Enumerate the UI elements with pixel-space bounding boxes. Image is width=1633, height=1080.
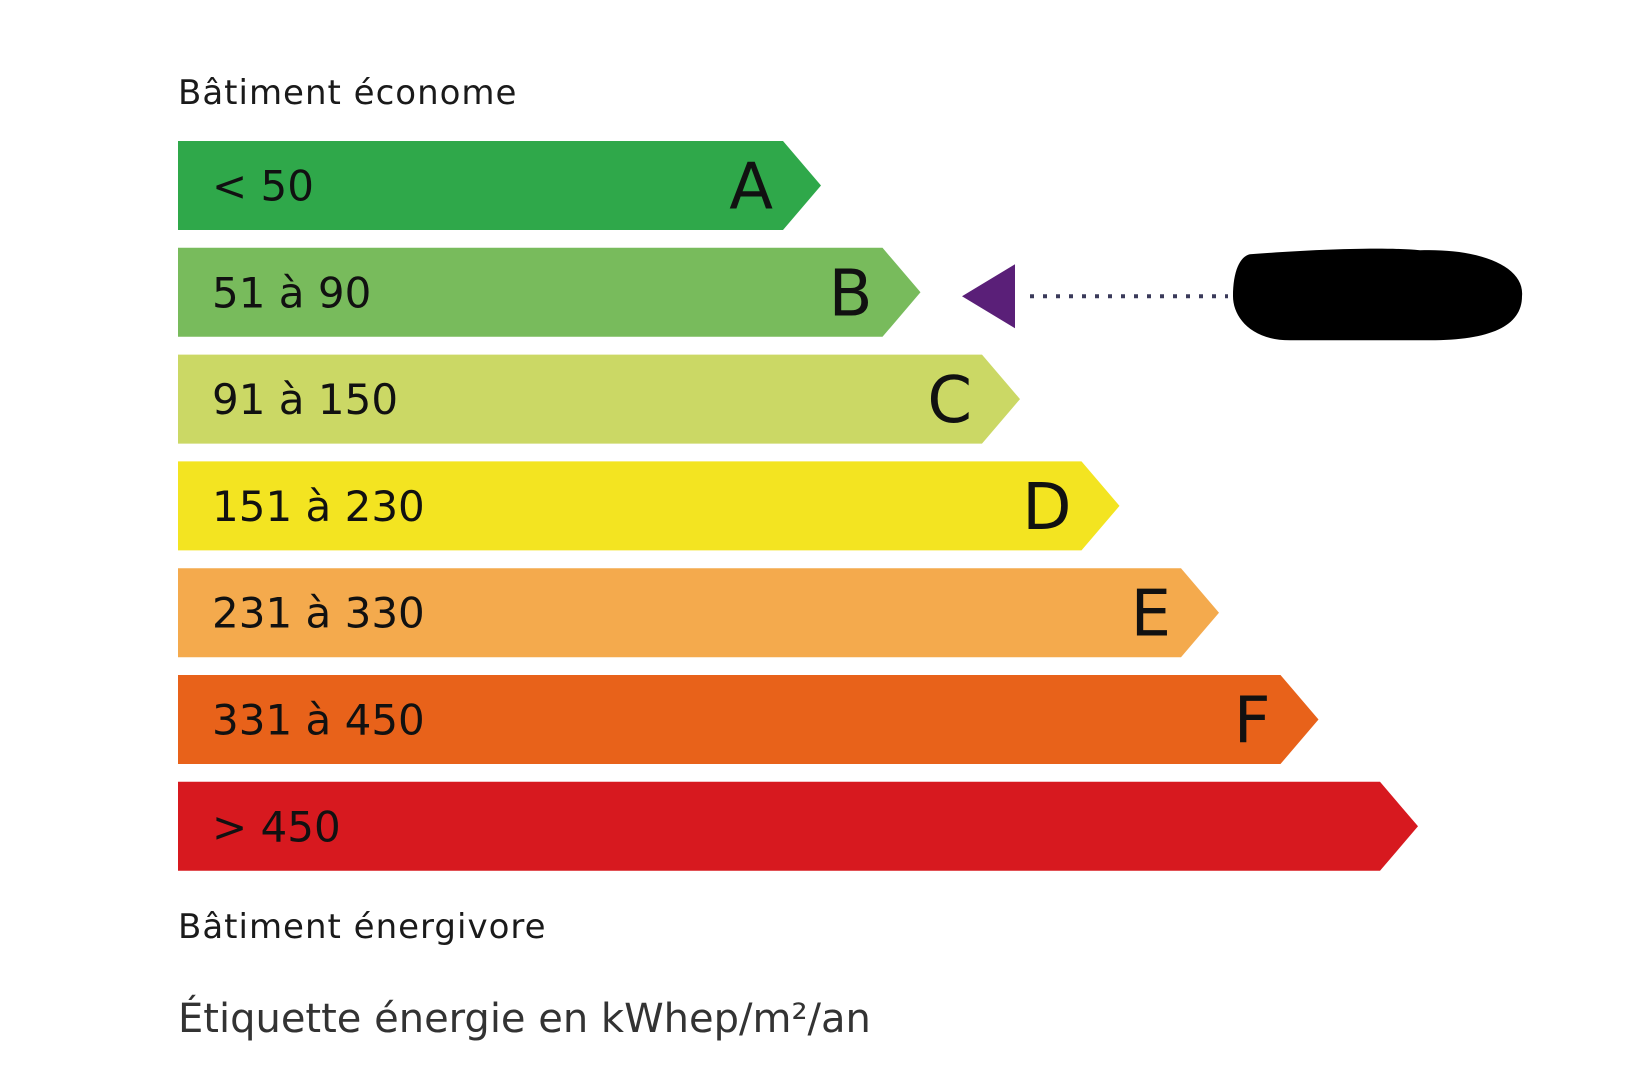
bar-b: 51 à 90 B <box>178 247 921 337</box>
bar-d: 151 à 230 D <box>178 461 1120 551</box>
bar-f: 331 à 450 F <box>178 675 1319 764</box>
class-letter: A <box>729 151 773 225</box>
range-label: 331 à 450 <box>212 696 425 745</box>
top-label: Bâtiment économe <box>178 73 517 113</box>
range-label: 51 à 90 <box>212 268 371 317</box>
bar-shape-g <box>178 781 1418 871</box>
class-letter: B <box>829 257 873 331</box>
range-label: 151 à 230 <box>212 482 425 531</box>
bar-shape-d <box>178 461 1120 551</box>
bar-shape-f <box>178 675 1319 764</box>
class-letter: E <box>1131 578 1171 652</box>
bar-shape-b <box>178 247 921 337</box>
range-label: 231 à 330 <box>212 589 425 638</box>
bar-shape-c <box>178 354 1020 444</box>
bar-g: > 450 <box>178 781 1418 871</box>
redaction-blob <box>1233 248 1523 341</box>
class-letter: D <box>1022 471 1071 545</box>
pointer-arrow-icon <box>962 264 1015 329</box>
bar-shape-a <box>178 141 821 230</box>
rating-indicator <box>962 248 1523 341</box>
bar-a: < 50 A <box>178 141 821 230</box>
class-letter: C <box>927 364 972 438</box>
bar-shape-e <box>178 568 1219 658</box>
bottom-label: Bâtiment énergivore <box>178 907 547 947</box>
range-label: 91 à 150 <box>212 375 398 424</box>
bar-e: 231 à 330 E <box>178 568 1219 658</box>
caption: Étiquette énergie en kWhep/m²/an <box>178 994 871 1042</box>
bar-c: 91 à 150 C <box>178 354 1020 444</box>
class-letter: F <box>1234 685 1271 759</box>
range-label: < 50 <box>212 162 314 211</box>
range-label: > 450 <box>212 802 341 851</box>
